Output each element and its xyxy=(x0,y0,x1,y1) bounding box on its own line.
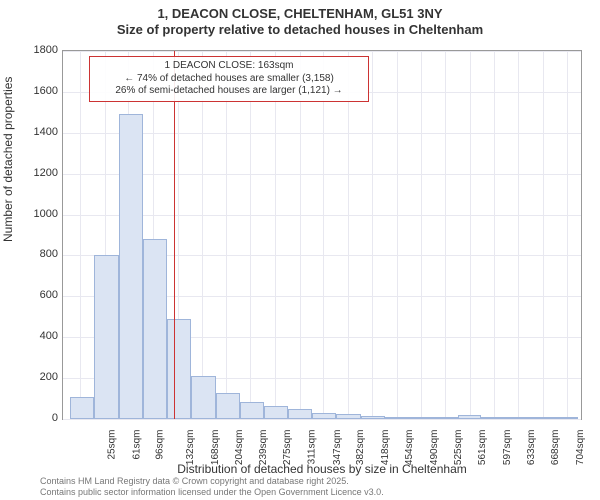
histogram-bar xyxy=(336,414,361,419)
y-axis-label: Number of detached properties xyxy=(1,77,15,242)
footer-line1: Contains HM Land Registry data © Crown c… xyxy=(40,476,384,487)
grid-line-vertical xyxy=(494,51,495,419)
grid-line-vertical xyxy=(323,51,324,419)
histogram-bar xyxy=(409,417,433,419)
annotation-line3: 26% of semi-detached houses are larger (… xyxy=(96,85,362,98)
histogram-bar xyxy=(481,417,506,419)
histogram-bar xyxy=(288,409,313,419)
grid-line-vertical xyxy=(397,51,398,419)
x-tick-label: 454sqm xyxy=(405,430,416,466)
x-tick-label: 239sqm xyxy=(258,430,269,466)
x-tick-label: 525sqm xyxy=(453,430,464,466)
y-tick-label: 1400 xyxy=(18,126,58,138)
y-tick-label: 1000 xyxy=(18,208,58,220)
title-block: 1, DEACON CLOSE, CHELTENHAM, GL51 3NY Si… xyxy=(0,0,600,37)
histogram-bar xyxy=(143,239,168,419)
histogram-bar xyxy=(70,397,95,419)
grid-line-vertical xyxy=(348,51,349,419)
x-tick-label: 704sqm xyxy=(575,430,586,466)
grid-line-vertical xyxy=(445,51,446,419)
grid-line-vertical xyxy=(300,51,301,419)
grid-line-vertical xyxy=(567,51,568,419)
histogram-bar xyxy=(191,376,216,419)
x-tick-label: 275sqm xyxy=(283,430,294,466)
footer-credits: Contains HM Land Registry data © Crown c… xyxy=(40,476,384,498)
x-tick-label: 382sqm xyxy=(355,430,366,466)
grid-line-horizontal xyxy=(63,419,581,420)
y-tick-label: 1800 xyxy=(18,44,58,56)
annotation-box: 1 DEACON CLOSE: 163sqm← 74% of detached … xyxy=(89,56,369,102)
annotation-line2: ← 74% of detached houses are smaller (3,… xyxy=(96,73,362,86)
x-tick-label: 490sqm xyxy=(429,430,440,466)
grid-line-horizontal xyxy=(63,51,581,52)
grid-line-vertical xyxy=(421,51,422,419)
chart-container: 1, DEACON CLOSE, CHELTENHAM, GL51 3NY Si… xyxy=(0,0,600,500)
x-tick-label: 25sqm xyxy=(107,430,118,460)
x-tick-label: 347sqm xyxy=(332,430,343,466)
annotation-line1: 1 DEACON CLOSE: 163sqm xyxy=(96,60,362,73)
title-line1: 1, DEACON CLOSE, CHELTENHAM, GL51 3NY xyxy=(0,6,600,21)
histogram-bar xyxy=(216,393,240,419)
x-tick-label: 61sqm xyxy=(131,430,142,460)
grid-line-vertical xyxy=(518,51,519,419)
grid-line-vertical xyxy=(80,51,81,419)
histogram-bar xyxy=(361,416,385,419)
y-tick-label: 400 xyxy=(18,330,58,342)
title-line2: Size of property relative to detached ho… xyxy=(0,22,600,37)
x-tick-label: 204sqm xyxy=(234,430,245,466)
histogram-bar xyxy=(167,319,191,419)
histogram-bar xyxy=(312,413,336,419)
y-tick-label: 600 xyxy=(18,289,58,301)
x-tick-label: 633sqm xyxy=(527,430,538,466)
grid-line-vertical xyxy=(372,51,373,419)
property-marker-line xyxy=(174,51,175,419)
histogram-bar xyxy=(385,417,410,419)
grid-line-vertical xyxy=(250,51,251,419)
x-tick-label: 132sqm xyxy=(185,430,196,466)
histogram-bar xyxy=(94,255,119,419)
y-tick-label: 1200 xyxy=(18,167,58,179)
grid-line-vertical xyxy=(543,51,544,419)
histogram-bar xyxy=(433,417,458,419)
histogram-bar xyxy=(458,415,482,419)
grid-line-vertical xyxy=(226,51,227,419)
x-tick-label: 561sqm xyxy=(477,430,488,466)
y-tick-label: 800 xyxy=(18,248,58,260)
x-tick-label: 168sqm xyxy=(210,430,221,466)
histogram-bar xyxy=(264,406,288,419)
y-tick-label: 200 xyxy=(18,371,58,383)
grid-line-vertical xyxy=(202,51,203,419)
x-tick-label: 668sqm xyxy=(550,430,561,466)
grid-line-vertical xyxy=(470,51,471,419)
y-tick-label: 1600 xyxy=(18,85,58,97)
histogram-bar xyxy=(554,417,578,419)
plot-area: 1 DEACON CLOSE: 163sqm← 74% of detached … xyxy=(62,50,582,420)
footer-line2: Contains public sector information licen… xyxy=(40,487,384,498)
histogram-bar xyxy=(119,114,143,419)
y-tick-label: 0 xyxy=(18,412,58,424)
histogram-bar xyxy=(240,402,265,419)
x-tick-label: 96sqm xyxy=(155,430,166,460)
histogram-bar xyxy=(530,417,555,419)
x-tick-label: 597sqm xyxy=(502,430,513,466)
x-tick-label: 418sqm xyxy=(380,430,391,466)
histogram-bar xyxy=(506,417,530,419)
grid-line-vertical xyxy=(275,51,276,419)
x-tick-label: 311sqm xyxy=(306,430,317,465)
